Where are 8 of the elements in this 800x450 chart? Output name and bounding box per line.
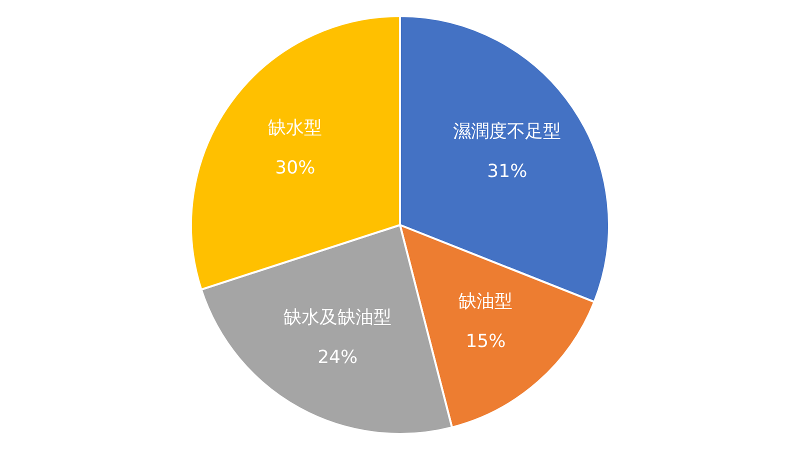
slice-label: 缺油型 — [458, 290, 513, 312]
slice-label: 缺水型 — [268, 118, 322, 139]
slice-label: 濕潤度不足型 — [453, 120, 562, 142]
data-label: 30% — [275, 158, 316, 179]
data-label: 31% — [487, 160, 528, 182]
data-label: 24% — [318, 347, 358, 368]
slice-label: 缺水及缺油型 — [284, 307, 392, 328]
data-label: 15% — [466, 330, 506, 352]
